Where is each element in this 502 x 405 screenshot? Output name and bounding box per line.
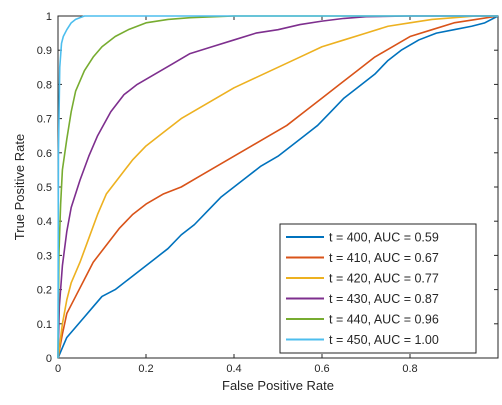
- y-tick-label: 0.6: [37, 148, 52, 160]
- legend: t = 400, AUC = 0.59 t = 410, AUC = 0.67 t …: [279, 223, 477, 354]
- legend-entry: t = 440, AUC = 0.96: [329, 313, 439, 327]
- y-tick-label: 0.9: [37, 45, 52, 57]
- y-tick-label: 0.4: [37, 216, 52, 228]
- y-tick-label: 1: [46, 11, 52, 23]
- x-tick-label: 0.4: [226, 363, 241, 375]
- x-tick-label: 0: [55, 363, 61, 375]
- legend-entry: t = 430, AUC = 0.87: [329, 292, 439, 306]
- roc-series-line-0: [57, 15, 499, 359]
- x-tick-label: 0.2: [138, 363, 153, 375]
- roc-series-line-1: [57, 15, 499, 359]
- roc-series-line-5: [57, 15, 498, 359]
- x-tick-label: 0.6: [314, 363, 329, 375]
- legend-entry: t = 420, AUC = 0.77: [329, 272, 439, 286]
- x-axis-title: False Positive Rate: [222, 378, 334, 393]
- legend-entry: t = 410, AUC = 0.67: [329, 251, 439, 265]
- y-tick-label: 0.2: [37, 285, 52, 297]
- y-tick-label: 0: [46, 353, 52, 365]
- y-tick-label: 0.1: [37, 319, 52, 331]
- roc-series-line-2: [57, 15, 498, 359]
- y-tick-label: 0.5: [37, 182, 52, 194]
- x-tick-label: 0.8: [402, 363, 417, 375]
- y-tick-label: 0.8: [37, 79, 52, 91]
- y-tick-label: 0.3: [37, 250, 52, 262]
- y-axis-title: True Positive Rate: [12, 134, 27, 240]
- legend-box: [279, 223, 477, 354]
- legend-entry: t = 450, AUC = 1.00: [329, 333, 439, 347]
- y-tick-label: 0.7: [37, 114, 52, 126]
- legend-entry: t = 400, AUC = 0.59: [329, 231, 439, 245]
- plot-area: 0 0.2 0.4 0.6 0.8 0 0.1 0.2 0.3 0.4 0.5 0.6 0.7 0.8 0.…: [37, 11, 499, 375]
- roc-series-line-4: [57, 15, 498, 359]
- roc-series-line-3: [57, 15, 498, 359]
